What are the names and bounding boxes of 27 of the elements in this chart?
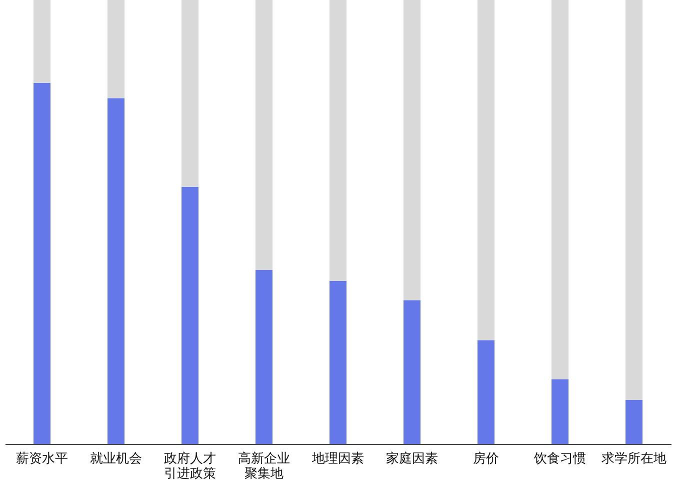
bar [108, 0, 124, 98]
x-tick-label: 薪资水平 [16, 452, 68, 466]
x-tick-label: 地理因素 [311, 452, 364, 466]
bar [478, 0, 494, 340]
bar [552, 0, 568, 380]
bar [626, 400, 642, 444]
bar [108, 98, 124, 444]
bar [34, 0, 50, 84]
x-tick-label: 高新企业聚集地 [238, 450, 290, 482]
x-tick-label: 家庭因素 [386, 450, 438, 466]
x-tick-label: 饮食习惯 [533, 452, 586, 466]
x-tick-label: 求学所在地 [602, 452, 666, 466]
bar [404, 0, 420, 300]
bar [478, 340, 494, 444]
bar [182, 186, 198, 444]
bar [626, 0, 642, 400]
bar [404, 300, 420, 444]
bar [34, 83, 50, 444]
x-tick-label: 政府人才引进政策 [164, 450, 216, 482]
bar [256, 0, 272, 270]
bar [330, 0, 346, 282]
x-tick-label: 就业机会 [90, 452, 142, 466]
bar [256, 270, 272, 444]
bar [330, 281, 346, 444]
x-tick-label: 房价 [473, 450, 499, 466]
bar [552, 379, 568, 444]
bar [182, 0, 198, 187]
